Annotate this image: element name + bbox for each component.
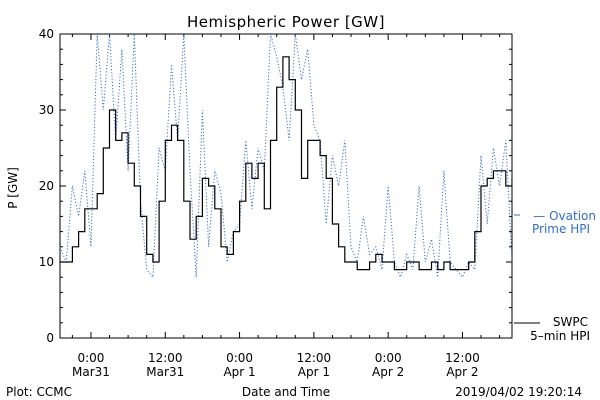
y-tick-label: 20 [39, 179, 54, 193]
x-tick-label-date: Mar31 [72, 365, 110, 379]
legend-swpc-line2: 5–min HPI [530, 329, 590, 343]
x-tick-label-time: 0:00 [375, 351, 402, 365]
y-tick-label: 10 [39, 255, 54, 269]
x-tick-label-time: 0:00 [226, 351, 253, 365]
x-tick-label-date: Apr 1 [223, 365, 255, 379]
y-tick-label: 0 [46, 331, 54, 345]
legend-ovation-line1: — Ovation [533, 209, 596, 223]
x-tick-label-time: 12:00 [297, 351, 332, 365]
x-tick-label-date: Apr 2 [372, 365, 404, 379]
x-tick-label-time: 0:00 [77, 351, 104, 365]
x-tick-label-time: 12:00 [148, 351, 183, 365]
y-tick-label: 40 [39, 27, 54, 41]
x-tick-label-date: Apr 1 [298, 365, 330, 379]
y-tick-label: 30 [39, 103, 54, 117]
plot-credit: Plot: CCMC [6, 385, 72, 399]
plot-timestamp: 2019/04/02 19:20:14 [455, 385, 582, 399]
x-tick-label-time: 12:00 [445, 351, 480, 365]
legend-ovation-line2: Prime HPI [532, 222, 590, 236]
y-axis-label: P [GW] [6, 167, 20, 209]
x-tick-label-date: Apr 2 [446, 365, 478, 379]
x-axis-label: Date and Time [242, 385, 330, 399]
swpc-hpi-line [60, 56, 512, 271]
x-tick-label-date: Mar31 [146, 365, 184, 379]
chart-title: Hemispheric Power [GW] [187, 13, 385, 31]
legend-swpc-line1: SWPC [553, 315, 588, 329]
